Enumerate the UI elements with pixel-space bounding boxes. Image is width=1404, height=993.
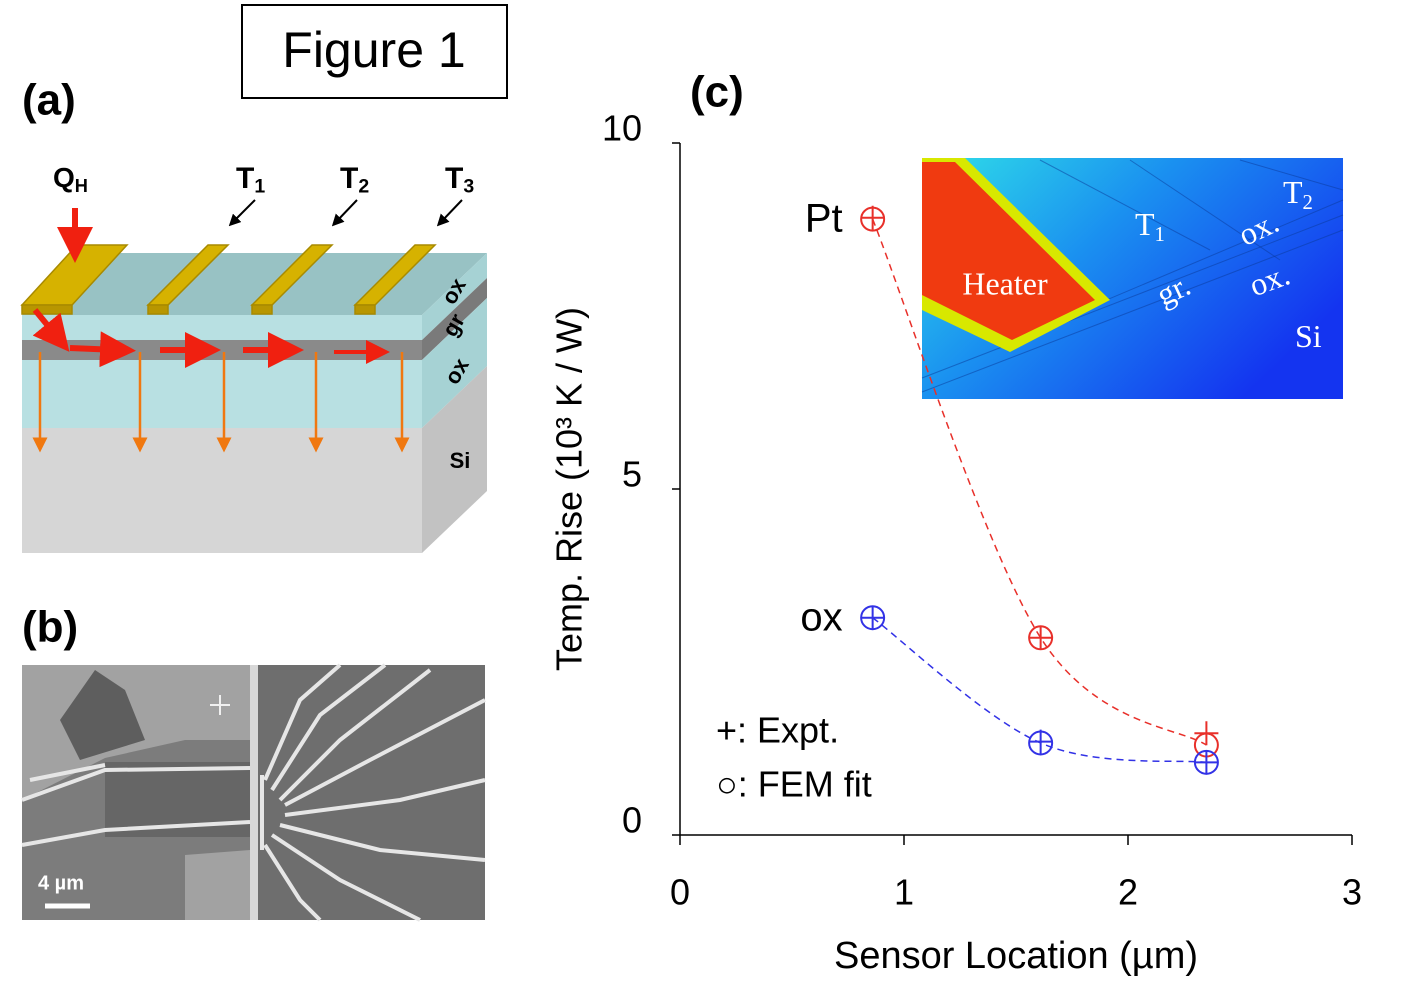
side-face	[422, 366, 487, 553]
sensor-arrows	[228, 199, 463, 227]
expt-point	[860, 205, 885, 230]
side-face	[422, 298, 487, 428]
panel-b: (b) 4 µm	[21, 603, 486, 922]
sensor-label-main: T	[445, 162, 463, 195]
inset-label-main: T	[1283, 174, 1303, 210]
side-face	[422, 253, 487, 340]
inset-label-main: Si	[1295, 318, 1322, 354]
heater	[922, 162, 1095, 340]
sensor-label-sub: 1	[254, 176, 265, 198]
sensor-label: T3	[445, 162, 474, 198]
expt-point	[1194, 721, 1219, 746]
x-axis-title: Sensor Location (µm)	[834, 935, 1198, 977]
x-tick-label: 2	[1118, 872, 1138, 913]
side-face	[422, 278, 487, 360]
leak-arrows	[32, 352, 410, 453]
fem-curve	[871, 218, 1207, 746]
title-box	[241, 4, 508, 99]
legend-entry: ○: FEM fit	[716, 764, 872, 805]
inset-label-main: T	[1135, 206, 1155, 242]
inset-label-sub: 1	[1155, 223, 1165, 246]
panel-label: (b)	[22, 603, 78, 652]
series-label: ox	[800, 595, 842, 639]
sensor-label-main: T	[340, 162, 358, 195]
sensor-label-sub: 2	[358, 176, 369, 198]
scale-label: 4 µm	[38, 872, 84, 894]
panel-label: (a)	[22, 76, 76, 125]
layer	[22, 360, 422, 428]
sensor-label: T2	[340, 162, 369, 198]
expt-point	[1194, 750, 1219, 775]
layer	[22, 428, 422, 553]
legend-entry: +: Expt.	[716, 710, 839, 751]
y-tick-label: 10	[602, 108, 642, 149]
electrodes	[20, 244, 437, 315]
inset-label: Si	[1295, 318, 1322, 354]
x-tick-label: 0	[670, 872, 690, 913]
heat-arrows	[32, 208, 390, 368]
sem-region	[258, 665, 485, 920]
layer	[22, 315, 422, 340]
sensor-label-main: T	[236, 162, 254, 195]
inset-label-sub: 2	[1303, 191, 1313, 214]
layer-label: Si	[450, 448, 471, 473]
y-axis-title: Temp. Rise (10³ K / W)	[549, 307, 590, 671]
sem-marker	[210, 695, 230, 715]
sensor-label: T1	[236, 162, 265, 198]
heat-label-main: Q	[53, 162, 75, 193]
inset-label: T2	[1283, 174, 1313, 213]
inset-label: T1	[1135, 206, 1165, 245]
heat-label: QH	[53, 162, 88, 195]
sem-wires	[21, 663, 486, 922]
heat-label-sub: H	[75, 176, 88, 196]
sem-region	[60, 670, 145, 760]
expt-point	[1028, 625, 1053, 650]
y-tick-label: 5	[622, 454, 642, 495]
panel-label: (c)	[690, 68, 744, 117]
heater-label: Heater	[962, 265, 1048, 301]
sem-gap	[250, 665, 258, 920]
series-label: Pt	[805, 197, 843, 241]
x-tick-label: 3	[1342, 872, 1362, 913]
x-tick-label: 1	[894, 872, 914, 913]
y-tick-label: 0	[622, 800, 642, 841]
panel-a: (a)	[20, 76, 487, 553]
figure-title: Figure 1	[282, 22, 465, 78]
expt-point	[1028, 729, 1053, 754]
sensor-label-sub: 3	[463, 176, 474, 198]
expt-point	[860, 605, 885, 630]
